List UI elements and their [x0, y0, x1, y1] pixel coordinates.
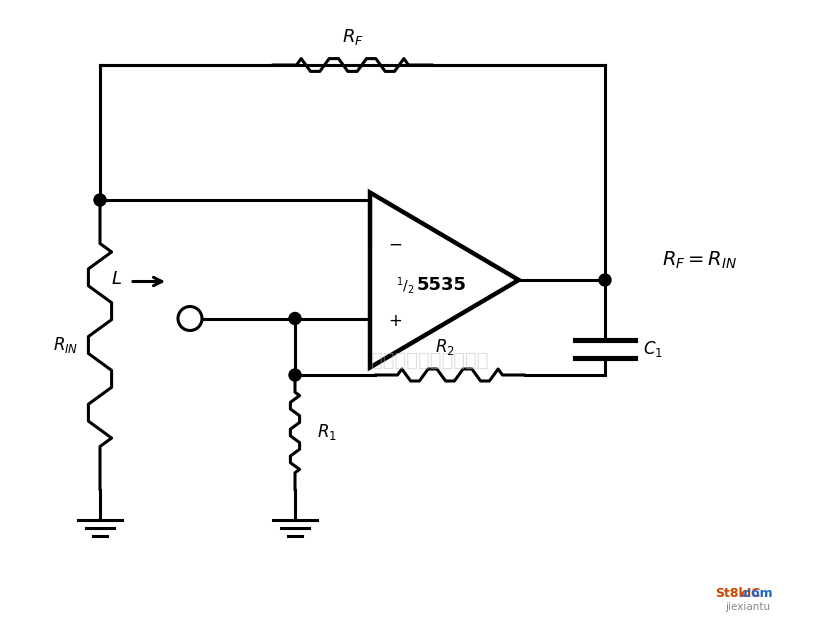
Text: .com: .com [739, 587, 773, 600]
Text: $R_1$: $R_1$ [317, 422, 337, 442]
Text: jiexiantu: jiexiantu [725, 602, 770, 612]
Text: 杭州将秦科技有限公司: 杭州将秦科技有限公司 [371, 351, 488, 369]
Text: $L$: $L$ [111, 271, 122, 289]
Text: $R_F = R_{IN}$: $R_F = R_{IN}$ [663, 249, 738, 271]
Text: $R_F$: $R_F$ [342, 27, 363, 47]
Circle shape [94, 194, 106, 206]
Circle shape [289, 312, 301, 325]
Text: $^{1}/_{2}$: $^{1}/_{2}$ [396, 274, 414, 295]
Text: $R_{IN}$: $R_{IN}$ [52, 335, 78, 355]
Text: 5535: 5535 [417, 276, 467, 294]
Text: $+$: $+$ [388, 312, 402, 330]
Text: $C_1$: $C_1$ [643, 339, 663, 359]
Text: $-$: $-$ [388, 234, 402, 253]
Text: St8kIC: St8kIC [715, 587, 760, 600]
Circle shape [289, 369, 301, 381]
Text: $R_2$: $R_2$ [435, 337, 455, 357]
Circle shape [599, 274, 611, 286]
